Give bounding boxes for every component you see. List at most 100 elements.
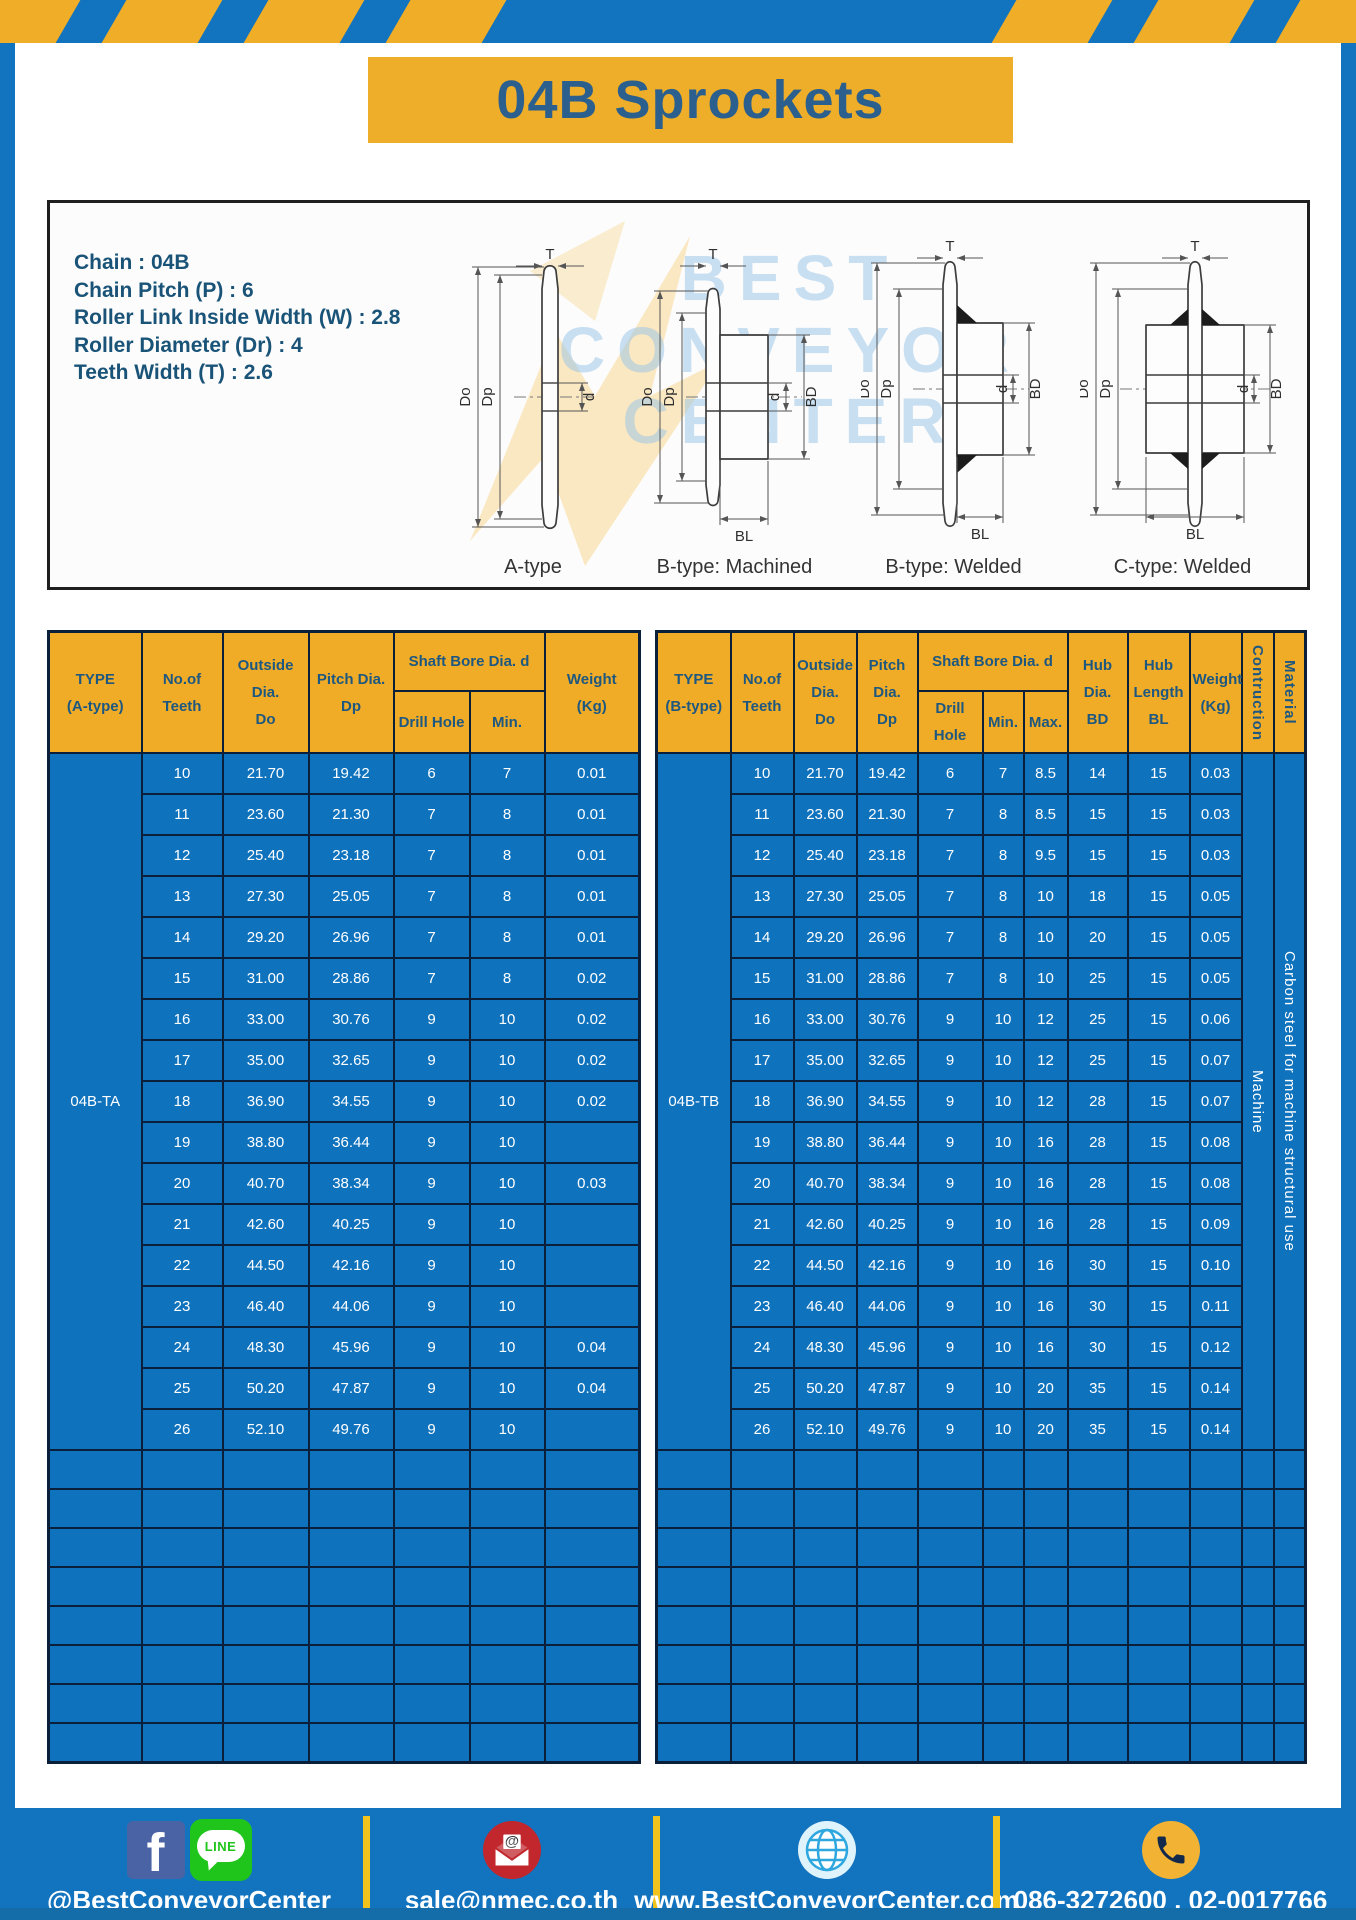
- cell: [1188, 1566, 1243, 1607]
- cell: [1272, 1605, 1307, 1646]
- cell: 7: [916, 957, 984, 1000]
- cell: [392, 1527, 471, 1568]
- dim-label-bl: BL: [735, 528, 753, 545]
- table-row: 04B-TB 10 21.70 19.42 6 7 8.5 14 15 0.03 Machine Ca…: [655, 752, 1307, 1451]
- dim-label-do: Do: [642, 387, 656, 406]
- cell: 29.20: [792, 916, 858, 959]
- cell: 10: [1022, 916, 1069, 959]
- cell: 15: [1126, 1203, 1191, 1246]
- cell: 28.86: [307, 957, 395, 1000]
- empty-row: [47, 1566, 641, 1607]
- col-header-shaft-bore: Shaft Bore Dia. d: [916, 630, 1069, 692]
- footer-divider: [653, 1816, 660, 1910]
- cell: 16: [1022, 1162, 1069, 1205]
- cell: 15: [1126, 1285, 1191, 1328]
- cell: 9: [392, 1244, 471, 1287]
- social-icons: f LINE: [126, 1818, 252, 1882]
- cell: 35: [1066, 1408, 1129, 1451]
- table-row: 24 48.30 45.96 9 10 16 30 15 0.12: [657, 1326, 1306, 1369]
- cell: 25: [1066, 998, 1129, 1041]
- cell: 7: [392, 875, 471, 918]
- cell: 15: [1126, 1367, 1191, 1410]
- cell: 26: [729, 1408, 795, 1451]
- cell: 8: [981, 875, 1025, 918]
- cell: 10: [468, 1203, 546, 1246]
- cell: 36.44: [855, 1121, 919, 1164]
- cell: [981, 1605, 1025, 1646]
- cell: 0.02: [543, 1039, 641, 1082]
- cell: 48.30: [221, 1326, 310, 1369]
- cell: [729, 1722, 795, 1764]
- cell: 23.18: [307, 834, 395, 877]
- cell: [1066, 1722, 1129, 1764]
- table-row: 17 35.00 32.65 9 10 12 25 15 0.07: [657, 1039, 1306, 1082]
- col-header-type: TYPE (A-type): [47, 630, 143, 754]
- cell: [1240, 1488, 1275, 1529]
- cell: 10: [468, 1080, 546, 1123]
- cell: [916, 1644, 984, 1685]
- dim-label-bd: BD: [803, 386, 820, 407]
- cell: 25.40: [792, 834, 858, 877]
- cell: [140, 1722, 224, 1764]
- cell: 38.34: [307, 1162, 395, 1205]
- cell: 14: [729, 916, 795, 959]
- cell: 27.30: [792, 875, 858, 918]
- cell: [729, 1449, 795, 1490]
- cell: 7: [392, 834, 471, 877]
- col-header-material: Material: [1272, 630, 1307, 754]
- cell: [855, 1527, 919, 1568]
- cell: 19: [140, 1121, 224, 1164]
- cell: 10: [468, 1121, 546, 1164]
- cell: [543, 1683, 641, 1724]
- cell: [981, 1566, 1025, 1607]
- cell: 31.00: [221, 957, 310, 1000]
- col-header-weight: Weight (Kg): [1188, 630, 1243, 754]
- cell: 13: [140, 875, 224, 918]
- table-row: 21 42.60 40.25 9 10: [49, 1203, 641, 1246]
- cell: [792, 1605, 858, 1646]
- title-banner: 04B Sprockets: [368, 57, 1013, 143]
- cell: 15: [1126, 752, 1191, 795]
- cell: 10: [981, 998, 1025, 1041]
- cell: 0.03: [1188, 752, 1243, 795]
- cell: 36.90: [792, 1080, 858, 1123]
- table-row: 13 27.30 25.05 7 8 10 18 15 0.05: [657, 875, 1306, 918]
- cell: 9: [916, 1080, 984, 1123]
- cell: 0.09: [1188, 1203, 1243, 1246]
- cell: 0.11: [1188, 1285, 1243, 1328]
- cell: [1240, 1644, 1275, 1685]
- table-b-type: TYPE (B-type) No.of Teeth Outside Dia. D…: [655, 630, 1308, 1764]
- cell: 52.10: [221, 1408, 310, 1451]
- cell: 21.30: [307, 793, 395, 836]
- cell: 19.42: [855, 752, 919, 795]
- cell: [916, 1566, 984, 1607]
- cell: 7: [981, 752, 1025, 795]
- cell: [307, 1722, 395, 1764]
- cell: 0.12: [1188, 1326, 1243, 1369]
- cell: 14: [140, 916, 224, 959]
- table-row: 15 31.00 28.86 7 8 0.02: [49, 957, 641, 1000]
- cell: 0.03: [543, 1162, 641, 1205]
- cell: 15: [1126, 793, 1191, 836]
- cell: [543, 1408, 641, 1451]
- cell: 0.14: [1188, 1408, 1243, 1451]
- cell: 7: [916, 916, 984, 959]
- cell: 10: [981, 1285, 1025, 1328]
- table-b-header: TYPE (B-type) No.of Teeth Outside Dia. D…: [655, 630, 1307, 754]
- empty-row: [655, 1566, 1307, 1607]
- cell: 8: [468, 957, 546, 1000]
- cell: 10: [981, 1244, 1025, 1287]
- cell: 21.70: [792, 752, 858, 795]
- table-row: 19 38.80 36.44 9 10: [49, 1121, 641, 1164]
- cell: 10: [468, 1244, 546, 1287]
- cell: 16: [1022, 1244, 1069, 1287]
- cell: [855, 1683, 919, 1724]
- cell: 15: [1126, 957, 1191, 1000]
- cell: 15: [1126, 1080, 1191, 1123]
- cell: [307, 1644, 395, 1685]
- cell: 28.86: [855, 957, 919, 1000]
- cell: [1066, 1527, 1129, 1568]
- cell: 10: [981, 1162, 1025, 1205]
- cell: 12: [729, 834, 795, 877]
- c-type-welded-diagram: T Do Dp d: [1075, 238, 1285, 543]
